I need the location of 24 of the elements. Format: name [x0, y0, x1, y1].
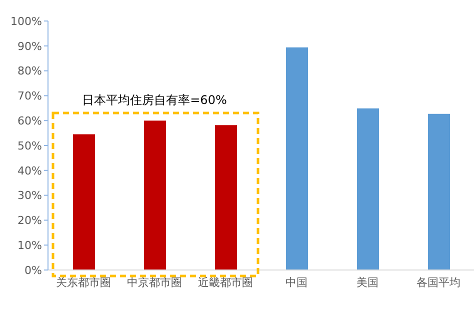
y-tick-label: 90%: [18, 40, 42, 53]
bar: [286, 47, 308, 270]
annotation: 日本平均住房自有率=60%: [82, 93, 227, 107]
y-tick-label: 50%: [18, 139, 42, 152]
y-tick-label: 20%: [18, 214, 42, 228]
x-tick-label: 近畿都市圈: [198, 276, 253, 289]
y-tick-label: 70%: [18, 90, 42, 103]
bar: [144, 120, 166, 270]
x-tick-label: 关东都市圈: [56, 276, 111, 289]
bar: [73, 134, 95, 270]
y-tick-label: 100%: [10, 14, 42, 28]
x-tick-label: 中国: [286, 276, 308, 289]
y-tick-label: 80%: [18, 64, 42, 78]
y-tick-label: 30%: [18, 189, 42, 202]
x-tick-label: 美国: [356, 276, 378, 289]
y-tick-label: 60%: [18, 114, 42, 128]
y-tick-label: 0%: [24, 264, 42, 277]
bar: [357, 108, 379, 270]
bar: [428, 114, 450, 270]
y-tick-label: 40%: [18, 164, 42, 178]
x-tick-label: 各国平均: [416, 276, 460, 289]
bar: [215, 125, 237, 270]
y-tick-label: 10%: [18, 239, 42, 252]
x-tick-label: 中京都市圈: [127, 276, 182, 289]
